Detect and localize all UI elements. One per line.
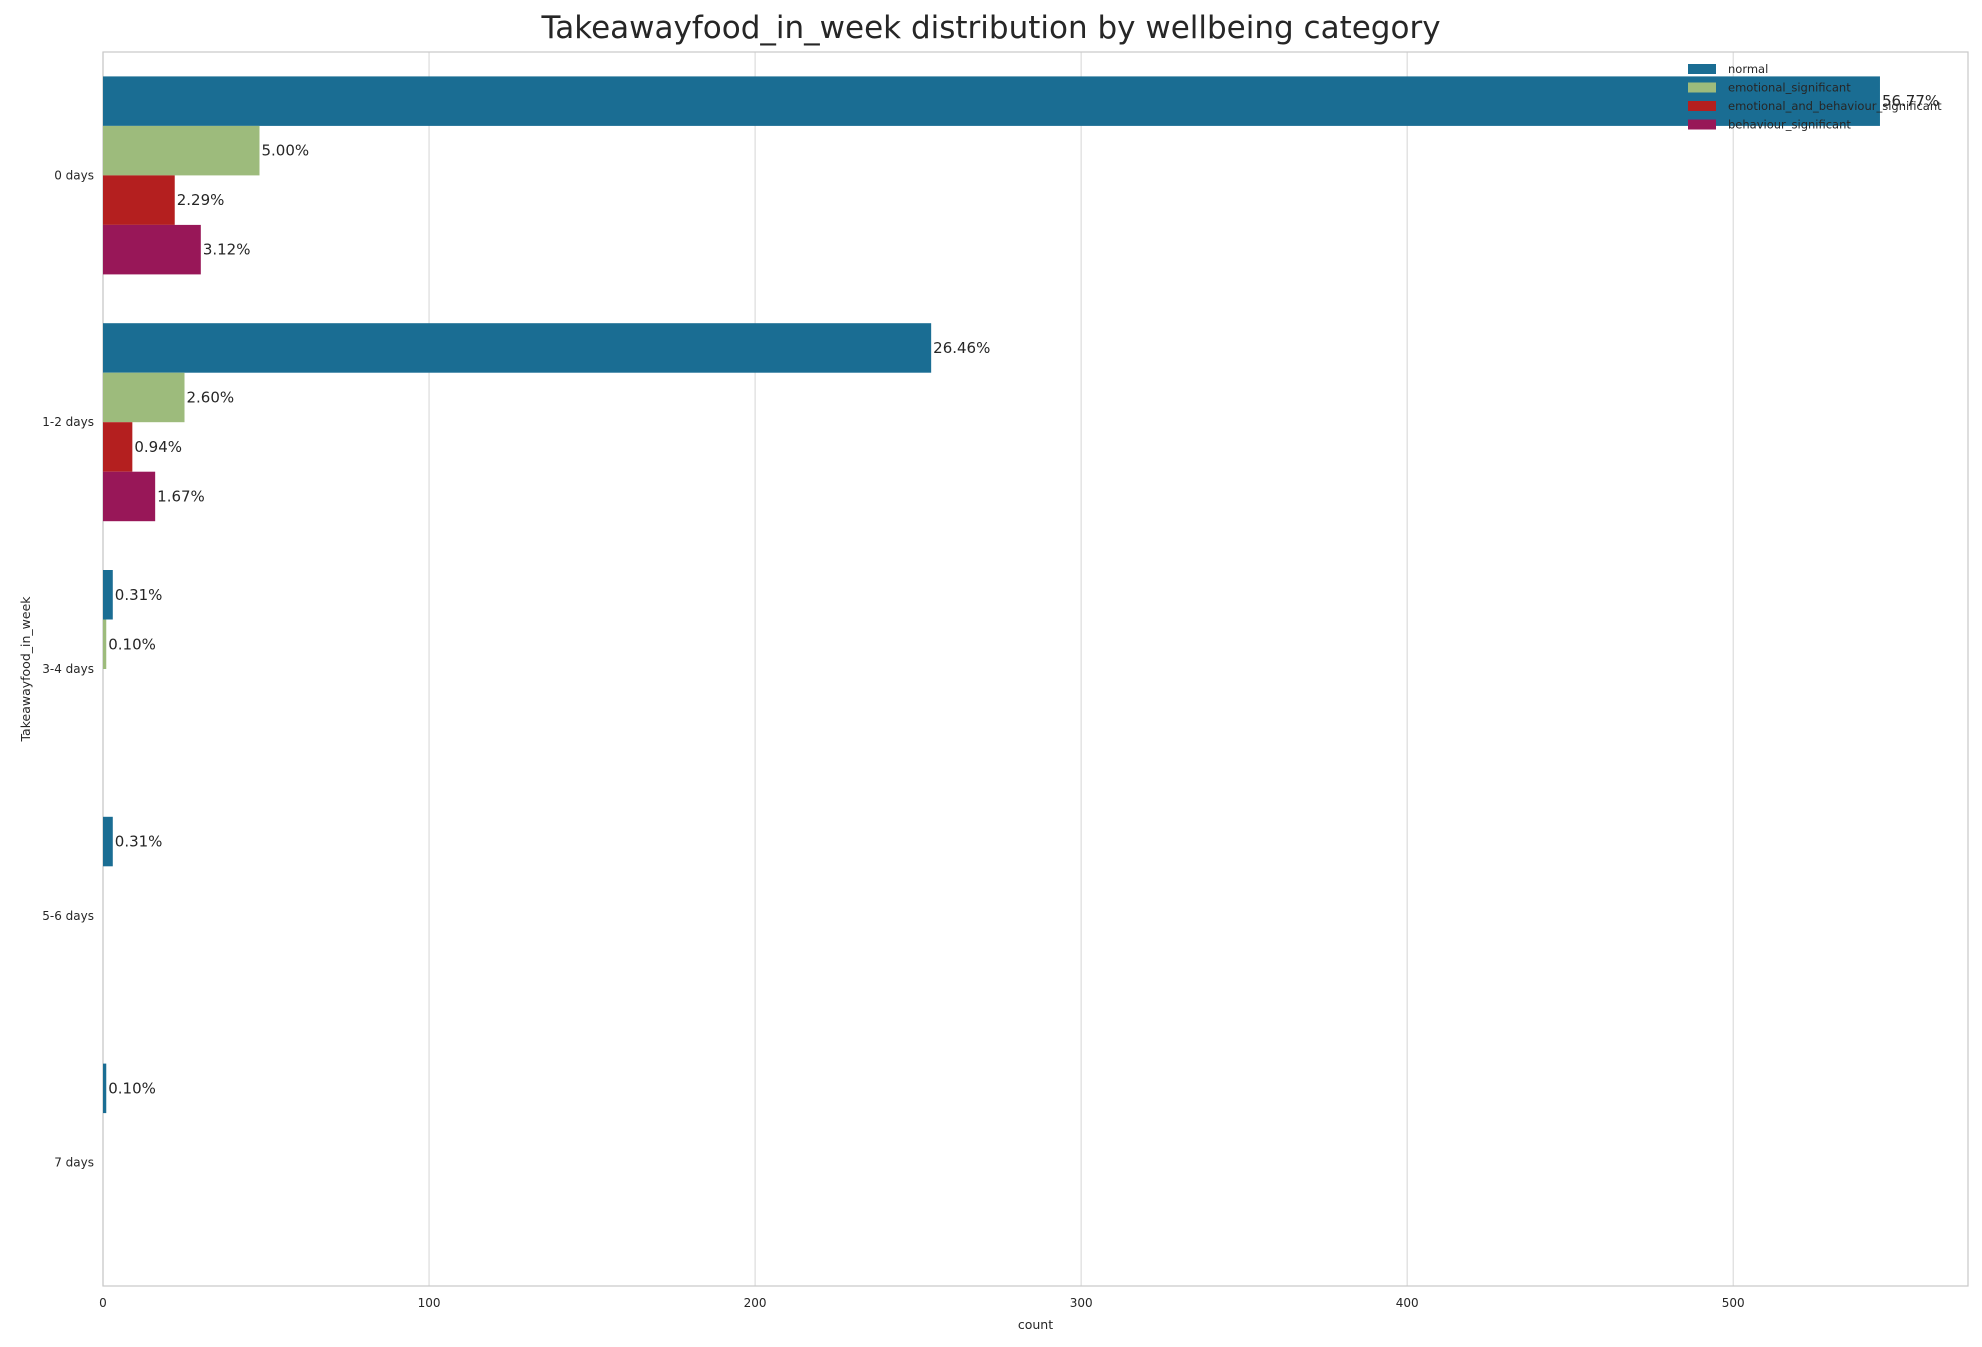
plot-frame [102, 51, 1969, 1287]
legend-label: normal [1728, 62, 1768, 76]
bar-value-label: 3.12% [203, 241, 251, 259]
x-tick-label: 500 [1722, 1296, 1745, 1310]
bar-value-label: 56.77% [1882, 92, 1939, 110]
bar-value-label: 2.60% [187, 388, 235, 406]
legend-label: behaviour_significant [1728, 118, 1851, 132]
bar-value-label: 0.10% [108, 1079, 156, 1097]
legend-swatch [1688, 64, 1716, 74]
bar-value-label: 5.00% [262, 142, 310, 160]
bar [103, 175, 175, 225]
x-tick-label: 0 [99, 1296, 107, 1310]
bar-value-label: 2.29% [177, 191, 225, 209]
x-tick-label: 100 [418, 1296, 441, 1310]
legend-swatch [1688, 82, 1716, 93]
x-tick-label: 200 [744, 1296, 767, 1310]
y-axis-title: Takeawayfood_in_week [18, 596, 33, 743]
bar [103, 422, 133, 472]
bar-value-label: 0.94% [134, 438, 182, 456]
chart-title: Takeawayfood_in_week distribution by wel… [541, 10, 1441, 46]
y-tick-label: 3-4 days [42, 662, 94, 676]
x-tick-label: 300 [1070, 1296, 1093, 1310]
x-axis-title: count [1018, 1317, 1053, 1332]
bar-value-label: 0.31% [115, 833, 163, 851]
bar [103, 372, 185, 423]
bar-value-label: 26.46% [933, 339, 990, 357]
bar [103, 323, 932, 373]
bar-value-label: 1.67% [157, 487, 205, 505]
legend-swatch [1688, 101, 1716, 111]
bar-value-label: 0.31% [115, 586, 163, 604]
y-tick-label: 7 days [54, 1156, 94, 1170]
bar [103, 816, 113, 867]
bar-value-label: 0.10% [108, 635, 156, 653]
bar [103, 1063, 107, 1114]
bar [103, 76, 1880, 126]
legend-label: emotional_significant [1728, 81, 1851, 95]
bar [103, 224, 201, 275]
y-tick-label: 1-2 days [42, 415, 94, 429]
bar [103, 125, 260, 176]
y-tick-label: 5-6 days [42, 909, 94, 923]
bar [103, 471, 156, 522]
legend-label: emotional_and_behaviour_significant [1728, 99, 1942, 113]
y-tick-label: 0 days [54, 168, 94, 182]
legend-swatch [1688, 119, 1716, 130]
bar [103, 619, 107, 669]
bar [103, 570, 113, 620]
x-tick-label: 400 [1396, 1296, 1419, 1310]
